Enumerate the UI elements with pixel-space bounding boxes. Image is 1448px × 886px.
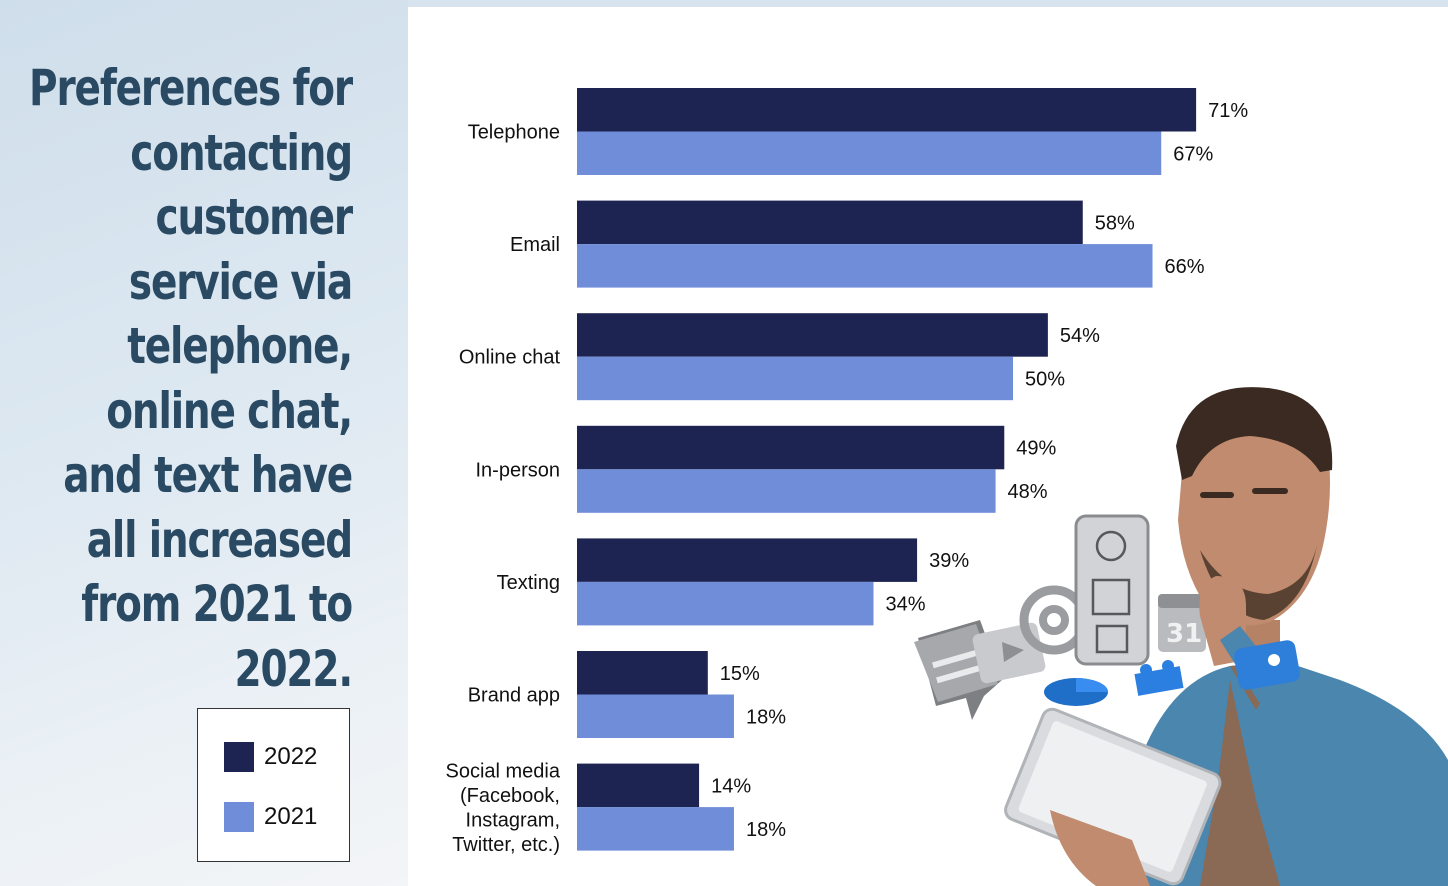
bar-2021 — [577, 694, 734, 738]
category-label: In-person — [476, 459, 561, 481]
legend-swatch-2021 — [224, 802, 254, 832]
value-label: 49% — [1016, 438, 1056, 460]
value-label: 15% — [720, 663, 760, 685]
category-label-line: Social media — [445, 760, 560, 782]
category-label: Texting — [497, 572, 560, 594]
bar-2021 — [577, 581, 874, 626]
legend-swatch-2022 — [224, 742, 254, 772]
category-label-line: Email — [510, 234, 560, 256]
value-label: 34% — [885, 594, 925, 616]
bar-2021 — [577, 244, 1153, 288]
legend-item-2021: 2021 — [224, 802, 317, 832]
person-illustration: 31 — [914, 387, 1448, 886]
calendar-number: 31 — [1166, 619, 1202, 649]
category-label-line: Instagram, — [466, 809, 560, 831]
bar-2022 — [577, 763, 700, 808]
value-label: 14% — [711, 775, 751, 797]
category-label: Brand app — [468, 685, 560, 707]
bar-2022 — [577, 425, 1005, 470]
value-label: 50% — [1025, 368, 1065, 390]
smartphone-icon — [1074, 514, 1150, 666]
bar-2021 — [577, 356, 1013, 401]
value-label: 39% — [929, 550, 969, 572]
puzzle-icon — [1134, 660, 1184, 696]
category-label-line: Brand app — [468, 685, 560, 707]
value-label: 58% — [1095, 212, 1135, 234]
value-label: 48% — [1008, 481, 1048, 503]
bar-2021 — [577, 469, 996, 513]
value-label: 66% — [1165, 256, 1205, 278]
bar-2022 — [577, 88, 1197, 132]
bar-2022 — [577, 651, 708, 695]
value-label: 54% — [1060, 325, 1100, 347]
bar-2022 — [577, 538, 918, 582]
legend: 2022 2021 — [197, 708, 350, 862]
pie-chart-icon — [1044, 678, 1108, 706]
category-label: Email — [510, 234, 560, 256]
bar-2022 — [577, 200, 1083, 245]
category-label: Telephone — [468, 122, 560, 144]
legend-item-2022: 2022 — [224, 742, 317, 772]
category-label-line: Texting — [497, 572, 560, 594]
category-label-line: In-person — [476, 459, 561, 481]
left-panel: Preferences for contacting customer serv… — [0, 0, 408, 886]
bar-chart: Telephone 71% 67% Email 58% 66% Online chat 54%… — [445, 88, 1248, 856]
value-label: 71% — [1208, 100, 1248, 122]
legend-label-2022: 2022 — [264, 743, 318, 770]
man-figure — [1004, 387, 1448, 886]
category-label: Social media (Facebook, Instagram, Twitter,… — [445, 760, 560, 856]
category-label-line: Twitter, etc.) — [452, 834, 560, 856]
category-label-line: Online chat — [459, 347, 561, 369]
bar-2021 — [577, 807, 734, 851]
category-label: Online chat — [459, 347, 561, 369]
headline: Preferences for contacting customer serv… — [29, 59, 353, 698]
bar-2022 — [577, 313, 1048, 357]
category-label-line: Telephone — [468, 122, 560, 144]
value-label: 67% — [1173, 143, 1213, 165]
value-label: 18% — [746, 706, 786, 728]
value-label: 18% — [746, 819, 786, 841]
category-label-line: (Facebook, — [460, 785, 560, 807]
legend-label-2021: 2021 — [264, 803, 318, 830]
bar-2021 — [577, 131, 1162, 175]
calendar-icon: 31 — [1158, 594, 1206, 652]
